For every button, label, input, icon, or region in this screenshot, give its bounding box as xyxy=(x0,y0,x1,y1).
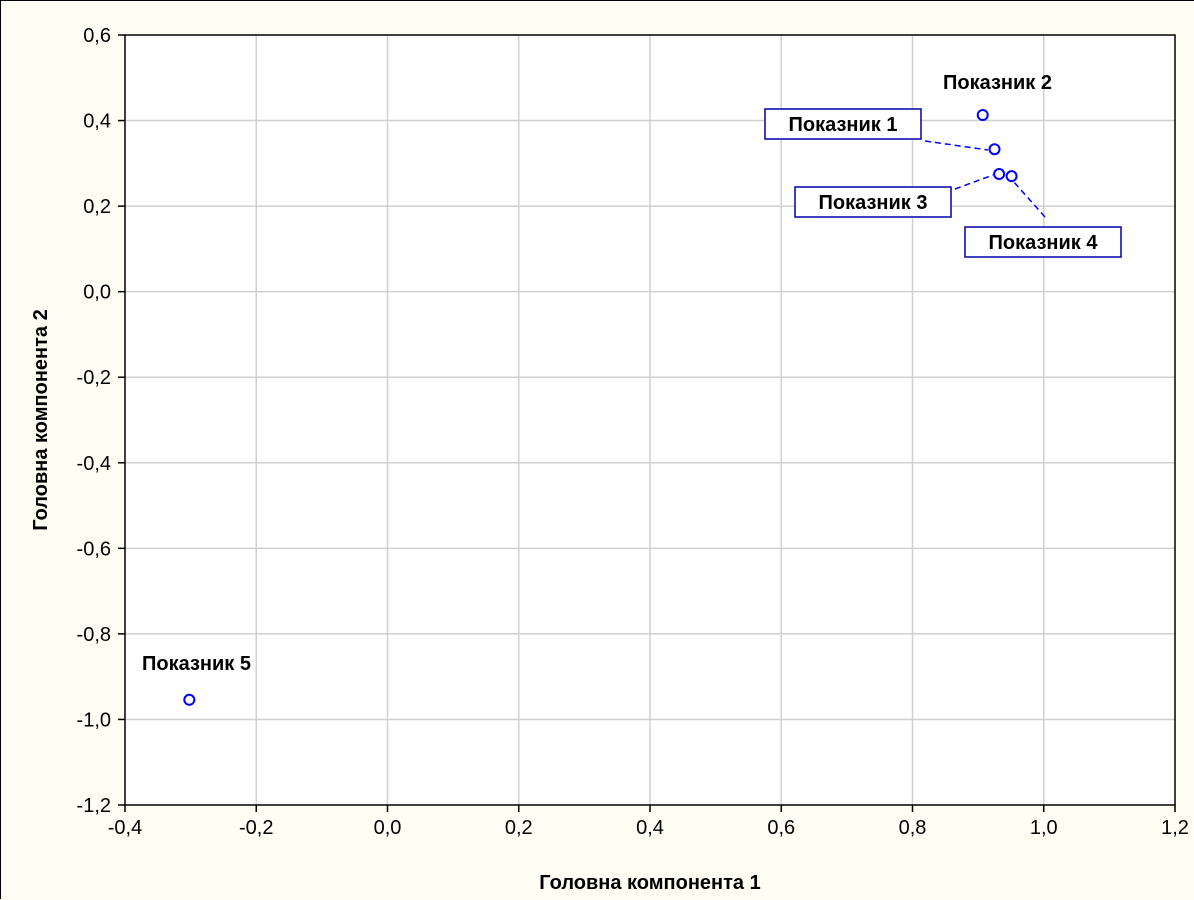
label-leader-lines xyxy=(924,140,1046,218)
point-labels: Показник 1 Показник 2 Показник 3 Показник 4… xyxy=(142,72,1122,675)
point-label: Показник 3 xyxy=(819,192,928,214)
y-tick-label: 0,4 xyxy=(83,111,111,133)
point-label: Показник 1 xyxy=(789,114,898,136)
x-tick-label: 1,2 xyxy=(1161,817,1189,839)
y-tick-label: -1,2 xyxy=(77,795,111,817)
data-point xyxy=(993,168,1006,181)
y-axis-title: Головна компонента 2 xyxy=(30,309,52,530)
x-tick-label: 1,0 xyxy=(1030,817,1058,839)
x-tick-label: -0,4 xyxy=(108,817,142,839)
y-tick-label: 0,2 xyxy=(83,196,111,218)
point-label-box xyxy=(764,108,922,140)
point-label-box xyxy=(794,186,952,218)
grid-lines xyxy=(125,35,1175,805)
plot-border xyxy=(124,34,1176,806)
y-tick-label: 0,6 xyxy=(83,25,111,47)
x-tick-label: 0,0 xyxy=(374,817,402,839)
data-point xyxy=(988,143,1001,156)
point-label-box xyxy=(964,226,1122,258)
y-tick-label: -0,2 xyxy=(77,367,111,389)
x-axis-title: Головна компонента 1 xyxy=(539,872,760,894)
x-tick-label: 0,6 xyxy=(767,817,795,839)
data-point xyxy=(976,108,989,121)
y-tick-label: -0,4 xyxy=(77,453,111,475)
point-label: Показник 4 xyxy=(989,232,1099,254)
data-points xyxy=(183,108,1018,706)
x-tick-label: 0,8 xyxy=(899,817,927,839)
leader-line xyxy=(1012,180,1046,218)
x-tick-label: 0,4 xyxy=(636,817,664,839)
x-tick-label: -0,2 xyxy=(239,817,273,839)
tick-labels: -0,4 -0,2 0,0 0,2 0,4 0,6 0,8 1,0 1,2 0,6 0,4 0,2 0,… xyxy=(77,25,1189,839)
y-tick-label: 0,0 xyxy=(83,282,111,304)
leader-line xyxy=(924,140,989,151)
data-point xyxy=(1005,170,1018,183)
point-label: Показник 2 xyxy=(943,72,1052,94)
y-tick-label: -0,8 xyxy=(77,624,111,646)
x-tick-label: 0,2 xyxy=(505,817,533,839)
leader-line xyxy=(954,174,994,190)
data-point xyxy=(183,693,196,706)
y-tick-label: -0,6 xyxy=(77,538,111,560)
y-tick-label: -1,0 xyxy=(77,709,111,731)
point-label: Показник 5 xyxy=(142,653,251,675)
